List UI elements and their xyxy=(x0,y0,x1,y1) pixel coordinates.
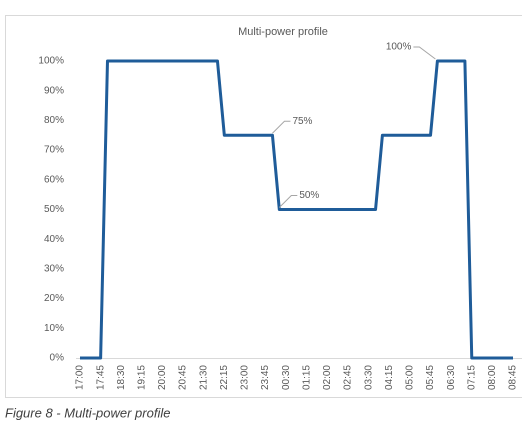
x-tick-label: 23:45 xyxy=(260,365,271,390)
x-tick-label: 17:00 xyxy=(75,365,86,390)
x-tick-label: 23:00 xyxy=(240,365,251,390)
leader-line xyxy=(272,120,291,134)
data-line xyxy=(80,59,513,360)
y-tick-label: 80% xyxy=(44,115,64,126)
y-tick-label: 90% xyxy=(44,85,64,96)
chart-frame xyxy=(5,15,522,398)
y-tick-label: 20% xyxy=(44,293,64,304)
x-tick-label: 02:45 xyxy=(343,365,354,390)
x-tick-label: 05:45 xyxy=(425,365,436,390)
y-tick-label: 50% xyxy=(44,204,64,215)
x-tick-label: 06:30 xyxy=(446,365,457,390)
x-tick-label: 02:00 xyxy=(322,365,333,390)
x-tick-label: 03:30 xyxy=(363,365,374,390)
data-label: 100% xyxy=(386,42,412,53)
y-tick-label: 100% xyxy=(38,56,64,67)
x-tick-label: 04:15 xyxy=(384,365,395,390)
leader-line xyxy=(413,46,436,60)
y-tick-label: 40% xyxy=(44,234,64,245)
x-tick-label: 08:00 xyxy=(487,365,498,390)
data-label: 50% xyxy=(299,190,319,201)
x-tick-label: 08:45 xyxy=(508,365,519,390)
x-tick-label: 17:45 xyxy=(95,365,106,390)
y-tick-label: 70% xyxy=(44,145,64,156)
x-tick-label: 05:00 xyxy=(405,365,416,390)
x-tick-label: 20:45 xyxy=(178,365,189,390)
x-tick-label: 01:15 xyxy=(301,365,312,390)
x-tick-label: 20:00 xyxy=(157,365,168,390)
x-tick-label: 19:15 xyxy=(136,365,147,390)
x-tick-label: 21:30 xyxy=(198,365,209,390)
x-tick-label: 00:30 xyxy=(281,365,292,390)
leader-line xyxy=(278,195,298,208)
x-tick-label: 22:15 xyxy=(219,365,230,390)
y-tick-label: 10% xyxy=(44,323,64,334)
y-tick-label: 0% xyxy=(50,353,65,364)
data-label: 75% xyxy=(292,116,312,127)
x-tick-label: 07:15 xyxy=(466,365,477,390)
y-tick-label: 30% xyxy=(44,264,64,275)
chart-title: Multi-power profile xyxy=(238,26,328,38)
x-tick-label: 18:30 xyxy=(116,365,127,390)
figure-caption: Figure 8 - Multi-power profile xyxy=(5,405,170,420)
y-tick-label: 60% xyxy=(44,174,64,185)
